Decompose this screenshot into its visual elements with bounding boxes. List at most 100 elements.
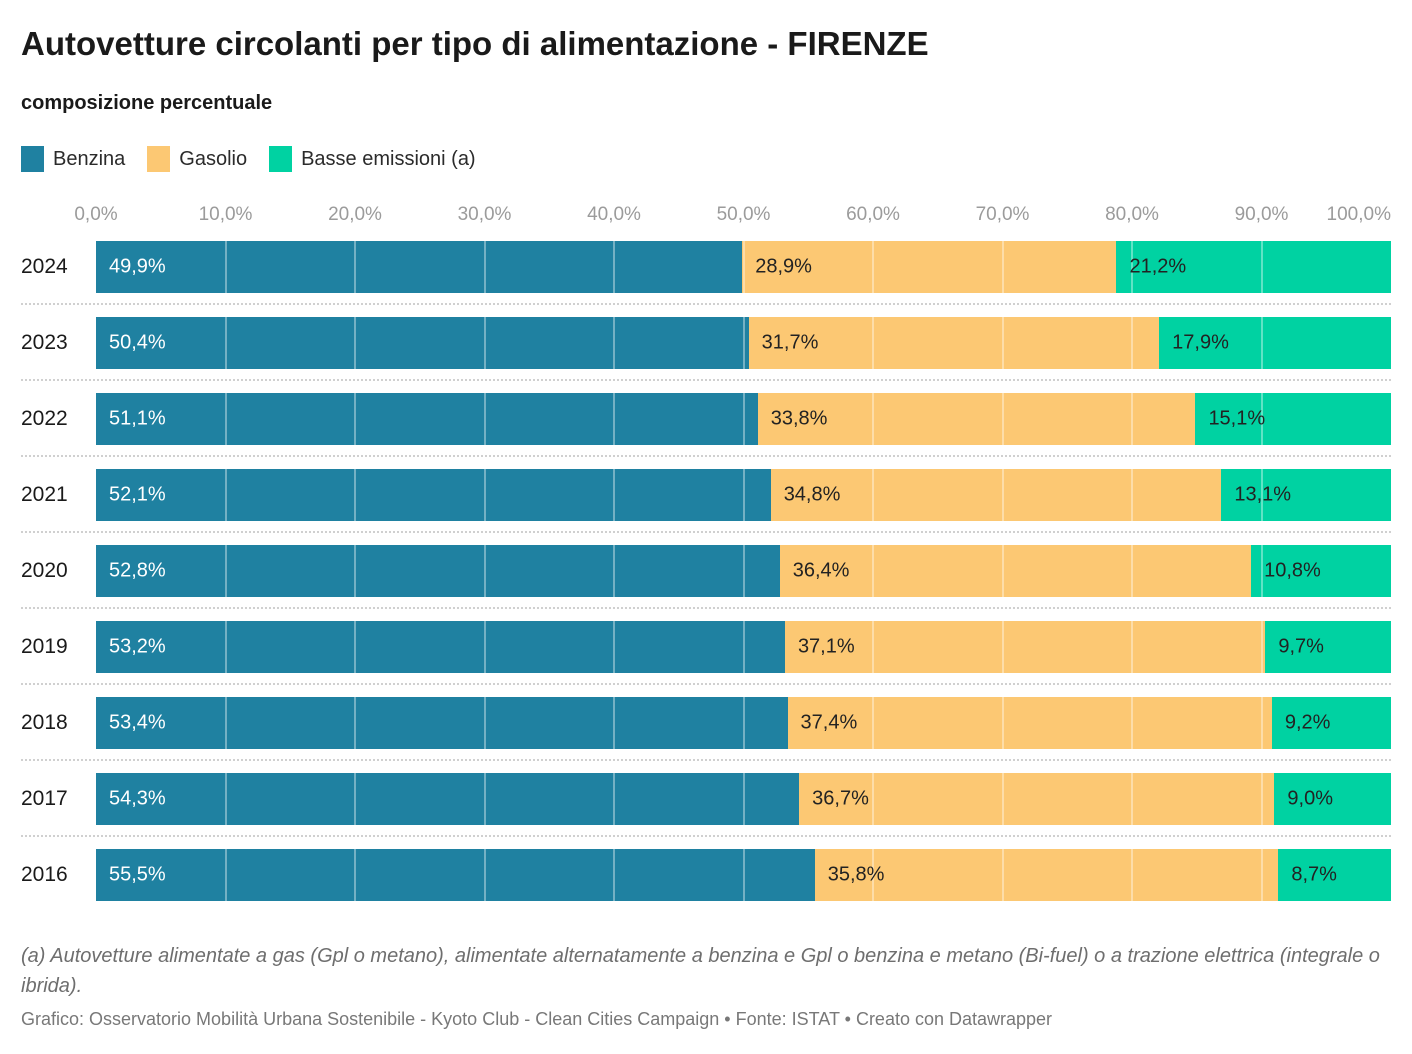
row-label-year: 2017 (21, 787, 68, 810)
bar-segment-benzina: 55,5% (96, 849, 815, 901)
x-axis-tick-label: 10,0% (198, 204, 253, 225)
row-label-year: 2023 (21, 331, 68, 354)
segment-value-label: 13,1% (1234, 483, 1292, 506)
x-axis: 0,0% 10,0% 20,0% 30,0% 40,0% 50,0% 60,0% 70,0% 8… (74, 204, 1391, 228)
bar-segment-benzina: 53,4% (96, 697, 788, 749)
x-axis-tick-label: 40,0% (587, 204, 641, 225)
stacked-bar: 51,1% 33,8% 15,1% (96, 393, 1391, 445)
segment-value-label: 36,7% (812, 787, 869, 810)
x-axis-tick-label: 20,0% (328, 204, 382, 225)
bar-segment-benzina: 51,1% (96, 393, 758, 445)
segment-value-label: 8,7% (1291, 863, 1337, 886)
row-label-year: 2018 (21, 711, 68, 734)
bar-segment-basse-emissioni-a: 9,0% (1274, 773, 1391, 825)
legend: Benzina Gasolio Basse emissioni (a) (21, 146, 498, 172)
segment-value-label: 55,5% (109, 863, 166, 886)
segment-value-label: 28,9% (755, 255, 812, 278)
bar-segment-basse-emissioni-a: 8,7% (1278, 849, 1391, 901)
bar-segment-benzina: 54,3% (96, 773, 800, 825)
segment-value-label: 10,8% (1264, 559, 1321, 582)
bar-segment-gasolio: 34,8% (770, 469, 1222, 521)
bar-segment-basse-emissioni-a: 13,1% (1221, 469, 1391, 521)
x-axis-tick-label: 100,0% (1326, 204, 1391, 225)
legend-swatch-icon (147, 146, 171, 172)
chart-row: 2022 51,1% 33,8% 15,1% (21, 393, 1391, 445)
chart-row: 2024 49,9% 28,9% 21,2% (21, 241, 1391, 293)
page-title: Autovetture circolanti per tipo di alime… (21, 25, 929, 62)
row-label-year: 2020 (21, 559, 68, 582)
stacked-bar: 55,5% 35,8% 8,7% (96, 849, 1391, 901)
segment-value-label: 37,1% (797, 635, 855, 658)
row-separator (21, 607, 1391, 609)
row-label-year: 2024 (21, 255, 68, 278)
bar-segment-basse-emissioni-a: 9,2% (1271, 697, 1391, 749)
segment-value-label: 17,9% (1172, 331, 1229, 354)
chart-row: 2020 52,8% 36,4% 10,8% (21, 545, 1391, 597)
bar-segment-benzina: 53,2% (96, 621, 785, 673)
segment-value-label: 52,8% (109, 559, 166, 582)
bar-segment-gasolio: 35,8% (814, 849, 1279, 901)
row-separator (21, 683, 1391, 685)
segment-value-label: 53,4% (109, 711, 166, 734)
row-separator (21, 835, 1391, 837)
stacked-bar-chart: 0,0% 10,0% 20,0% 30,0% 40,0% 50,0% 60,0% 70,0% 8… (21, 204, 1391, 901)
segment-value-label: 54,3% (109, 787, 166, 810)
segment-value-label: 51,1% (109, 407, 166, 430)
segment-value-label: 37,4% (800, 711, 858, 734)
chart-source-line: Grafico: Osservatorio Mobilità Urbana So… (21, 1009, 1053, 1029)
chart-row: 2023 50,4% 31,7% 17,9% (21, 317, 1391, 369)
row-label-year: 2019 (21, 635, 68, 658)
segment-value-label: 9,0% (1287, 787, 1334, 810)
x-axis-tick-label: 0,0% (74, 204, 118, 225)
bar-segment-benzina: 52,8% (96, 545, 780, 597)
segment-value-label: 9,7% (1278, 635, 1324, 658)
bar-segment-gasolio: 37,4% (787, 697, 1272, 749)
bar-segment-gasolio: 37,1% (784, 621, 1266, 673)
stacked-bar: 54,3% 36,7% 9,0% (96, 773, 1391, 825)
bar-segment-basse-emissioni-a: 17,9% (1159, 317, 1391, 369)
legend-swatch-icon (21, 146, 44, 172)
legend-item: Benzina (21, 146, 125, 172)
bar-segment-benzina: 50,4% (96, 317, 749, 369)
stacked-bar: 52,8% 36,4% 10,8% (96, 545, 1391, 597)
x-axis-tick-label: 30,0% (457, 204, 512, 225)
chart-row: 2017 54,3% 36,7% 9,0% (21, 773, 1391, 825)
row-separator (21, 531, 1391, 533)
stacked-bar: 52,1% 34,8% 13,1% (96, 469, 1391, 521)
x-axis-tick-label: 60,0% (846, 204, 900, 225)
row-label-year: 2021 (21, 483, 68, 506)
segment-value-label: 21,2% (1129, 255, 1187, 278)
legend-item: Basse emissioni (a) (269, 146, 476, 172)
bar-segment-basse-emissioni-a: 21,2% (1116, 241, 1391, 293)
segment-value-label: 49,9% (109, 255, 166, 278)
stacked-bar: 49,9% 28,9% 21,2% (96, 241, 1391, 293)
stacked-bar: 53,4% 37,4% 9,2% (96, 697, 1391, 749)
segment-value-label: 31,7% (761, 331, 819, 354)
x-axis-tick-label: 50,0% (716, 204, 771, 225)
bar-segment-gasolio: 31,7% (748, 317, 1160, 369)
chart-rows: 2024 49,9% 28,9% 21,2% 2023 50,4% 31,7% 17,9% 20… (21, 241, 1391, 901)
segment-value-label: 53,2% (109, 635, 166, 658)
segment-value-label: 33,8% (770, 407, 828, 430)
chart-row: 2019 53,2% 37,1% 9,7% (21, 621, 1391, 673)
bar-segment-benzina: 49,9% (96, 241, 743, 293)
stacked-bar: 53,2% 37,1% 9,7% (96, 621, 1391, 673)
legend-label: Gasolio (179, 148, 248, 170)
row-label-year: 2016 (21, 863, 68, 886)
segment-value-label: 52,1% (109, 483, 166, 506)
row-separator (21, 455, 1391, 457)
segment-value-label: 34,8% (783, 483, 841, 506)
row-separator (21, 379, 1391, 381)
bar-segment-basse-emissioni-a: 10,8% (1251, 545, 1391, 597)
chart-row: 2018 53,4% 37,4% 9,2% (21, 697, 1391, 749)
bar-segment-benzina: 52,1% (96, 469, 771, 521)
row-separator (21, 759, 1391, 761)
bar-segment-basse-emissioni-a: 15,1% (1195, 393, 1391, 445)
bar-segment-gasolio: 36,7% (799, 773, 1275, 825)
segment-value-label: 9,2% (1284, 711, 1331, 734)
bar-segment-basse-emissioni-a: 9,7% (1265, 621, 1391, 673)
segment-value-label: 36,4% (792, 559, 850, 582)
chart-footnote: (a) Autovetture alimentate a gas (Gpl o … (21, 945, 1380, 997)
stacked-bar: 50,4% 31,7% 17,9% (96, 317, 1391, 369)
